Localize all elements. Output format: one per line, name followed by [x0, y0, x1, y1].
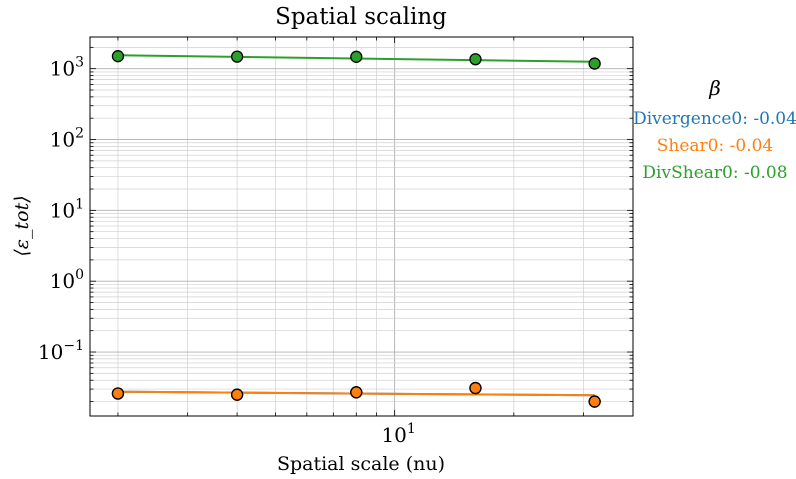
legend-title: β [708, 76, 721, 100]
data-point [588, 395, 601, 408]
data-point [469, 53, 482, 66]
grid [90, 37, 634, 416]
plot-frame [89, 36, 634, 417]
tick-labels: 10−1 100 101 102 103 101 [38, 55, 416, 447]
legend: β Divergence0: -0.04 Shear0: -0.04 DivShea… [633, 76, 796, 183]
x-tick-label: 101 [381, 421, 415, 447]
data-point [588, 57, 601, 70]
data-point [230, 50, 244, 63]
data-point [230, 388, 244, 401]
legend-entry: Divergence0: -0.04 [633, 109, 796, 129]
legend-entry: Shear0: -0.04 [657, 136, 773, 156]
data-points [111, 50, 601, 408]
y-tick-label: 10−1 [38, 338, 84, 364]
chart-title: Spatial scaling [275, 4, 447, 30]
x-axis-label: Spatial scale (nu) [277, 453, 445, 475]
data-point [350, 50, 363, 63]
y-tick-label: 102 [50, 126, 84, 152]
data-point [111, 387, 125, 400]
y-axis-label: ⟨ε_tot⟩ [11, 195, 33, 256]
data-point [469, 381, 482, 395]
y-tick-label: 101 [50, 196, 84, 222]
y-tick-label: 103 [50, 55, 84, 81]
y-tick-label: 100 [50, 267, 84, 293]
axis-ticks [90, 37, 634, 416]
legend-entry: DivShear0: -0.08 [642, 163, 787, 183]
data-point [350, 386, 363, 399]
data-point [111, 50, 125, 63]
